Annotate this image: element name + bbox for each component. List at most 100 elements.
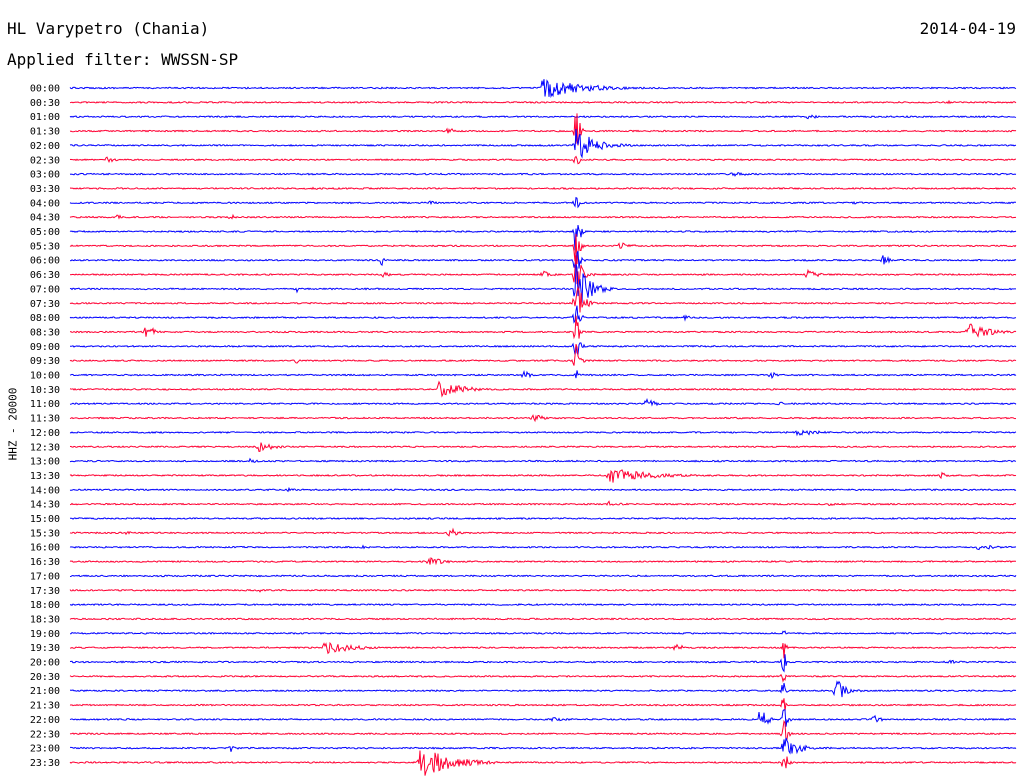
seismic-trace xyxy=(69,486,1017,493)
seismic-trace xyxy=(69,285,1017,313)
seismic-trace xyxy=(70,737,1017,755)
seismic-trace xyxy=(69,128,1017,159)
seismic-trace xyxy=(69,380,1017,398)
trace-time-label: 01:00 xyxy=(30,112,60,123)
seismic-trace xyxy=(69,557,1016,566)
trace-time-label: 10:00 xyxy=(30,371,60,382)
trace-time-label: 21:30 xyxy=(30,701,60,712)
trace-time-label: 23:00 xyxy=(30,744,60,755)
trace-time-label: 14:00 xyxy=(30,485,60,496)
seismic-trace xyxy=(69,544,1017,551)
trace-time-label: 06:30 xyxy=(30,270,60,281)
date-label: 2014-04-19 xyxy=(919,19,1016,38)
trace-time-label: 18:30 xyxy=(30,614,60,625)
trace-time-label: 16:30 xyxy=(30,557,60,568)
trace-time-label: 23:30 xyxy=(30,758,60,769)
seismic-trace xyxy=(69,429,1017,437)
seismic-trace xyxy=(69,99,1017,105)
trace-time-label: 21:00 xyxy=(30,686,60,697)
trace-time-label: 10:30 xyxy=(30,385,60,396)
seismic-trace xyxy=(69,527,1017,537)
seismic-trace xyxy=(69,457,1017,463)
trace-time-label: 17:30 xyxy=(30,586,60,597)
seismic-trace xyxy=(69,344,1017,366)
station-title: HL Varypetro (Chania) xyxy=(7,19,210,38)
seismic-trace xyxy=(69,654,1017,673)
trace-time-label: 02:30 xyxy=(30,155,60,166)
trace-time-label: 07:30 xyxy=(30,299,60,310)
trace-time-label: 03:30 xyxy=(30,184,60,195)
seismic-trace xyxy=(69,414,1017,423)
seismic-trace xyxy=(69,641,1016,659)
trace-time-label: 22:30 xyxy=(30,729,60,740)
seismic-trace xyxy=(69,719,1017,741)
trace-time-label: 01:30 xyxy=(30,127,60,138)
trace-time-label: 15:30 xyxy=(30,528,60,539)
seismic-trace xyxy=(69,79,1017,99)
trace-time-label: 12:00 xyxy=(30,428,60,439)
seismic-trace xyxy=(69,225,1017,251)
trace-time-label: 19:30 xyxy=(30,643,60,654)
trace-time-label: 00:30 xyxy=(30,98,60,109)
seismic-trace xyxy=(69,186,1017,191)
seismic-trace xyxy=(69,305,1017,324)
seismic-trace xyxy=(69,442,1017,452)
seismic-trace xyxy=(69,250,1017,269)
trace-time-label: 05:30 xyxy=(30,241,60,252)
trace-time-label: 06:00 xyxy=(30,256,60,267)
seismic-trace xyxy=(69,680,1017,698)
seismic-trace xyxy=(69,500,1017,507)
seismic-trace xyxy=(69,196,1016,209)
trace-time-label: 20:00 xyxy=(30,658,60,669)
seismic-trace xyxy=(69,213,1017,220)
seismic-trace xyxy=(69,264,1016,304)
seismic-trace xyxy=(69,113,1017,146)
trace-time-label: 08:00 xyxy=(30,313,60,324)
seismic-trace xyxy=(69,603,1017,607)
trace-time-label: 05:00 xyxy=(30,227,60,238)
trace-time-label: 14:30 xyxy=(30,500,60,511)
seismic-trace xyxy=(69,516,1017,521)
seismic-trace xyxy=(69,155,1017,165)
trace-time-label: 11:00 xyxy=(30,399,60,410)
trace-time-label: 09:00 xyxy=(30,342,60,353)
seismic-trace xyxy=(70,342,1017,356)
trace-time-label: 19:00 xyxy=(30,629,60,640)
seismic-trace xyxy=(69,698,1017,712)
trace-time-label: 13:30 xyxy=(30,471,60,482)
seismic-trace xyxy=(69,750,1017,776)
seismic-trace xyxy=(69,574,1017,578)
trace-time-label: 07:00 xyxy=(30,284,60,295)
trace-time-label: 16:00 xyxy=(30,543,60,554)
trace-time-label: 02:00 xyxy=(30,141,60,152)
seismic-trace xyxy=(70,630,1017,635)
trace-time-label: 17:00 xyxy=(30,571,60,582)
seismic-trace xyxy=(69,114,1017,120)
filter-label: Applied filter: WWSSN-SP xyxy=(7,50,239,69)
seismic-trace xyxy=(69,673,1017,683)
seismic-trace xyxy=(69,588,1017,593)
trace-time-label: 03:00 xyxy=(30,170,60,181)
seismic-trace xyxy=(69,255,1017,289)
seismic-trace xyxy=(69,315,1017,340)
trace-time-label: 13:00 xyxy=(30,457,60,468)
trace-time-label: 09:30 xyxy=(30,356,60,367)
trace-time-label: 20:30 xyxy=(30,672,60,683)
seismic-trace xyxy=(69,233,1017,265)
seismic-trace xyxy=(69,172,1017,177)
seismic-trace xyxy=(69,369,1017,379)
trace-time-label: 18:00 xyxy=(30,600,60,611)
trace-time-label: 08:30 xyxy=(30,327,60,338)
seismic-trace xyxy=(69,397,1017,407)
trace-time-label: 15:00 xyxy=(30,514,60,525)
seismic-trace xyxy=(69,709,1016,727)
trace-time-label: 11:30 xyxy=(30,414,60,425)
trace-time-label: 22:00 xyxy=(30,715,60,726)
seismic-trace xyxy=(69,469,1017,483)
seismic-trace xyxy=(69,617,1017,621)
trace-time-label: 00:00 xyxy=(30,84,60,95)
trace-time-label: 12:30 xyxy=(30,442,60,453)
trace-time-label: 04:30 xyxy=(30,213,60,224)
trace-time-label: 04:00 xyxy=(30,198,60,209)
